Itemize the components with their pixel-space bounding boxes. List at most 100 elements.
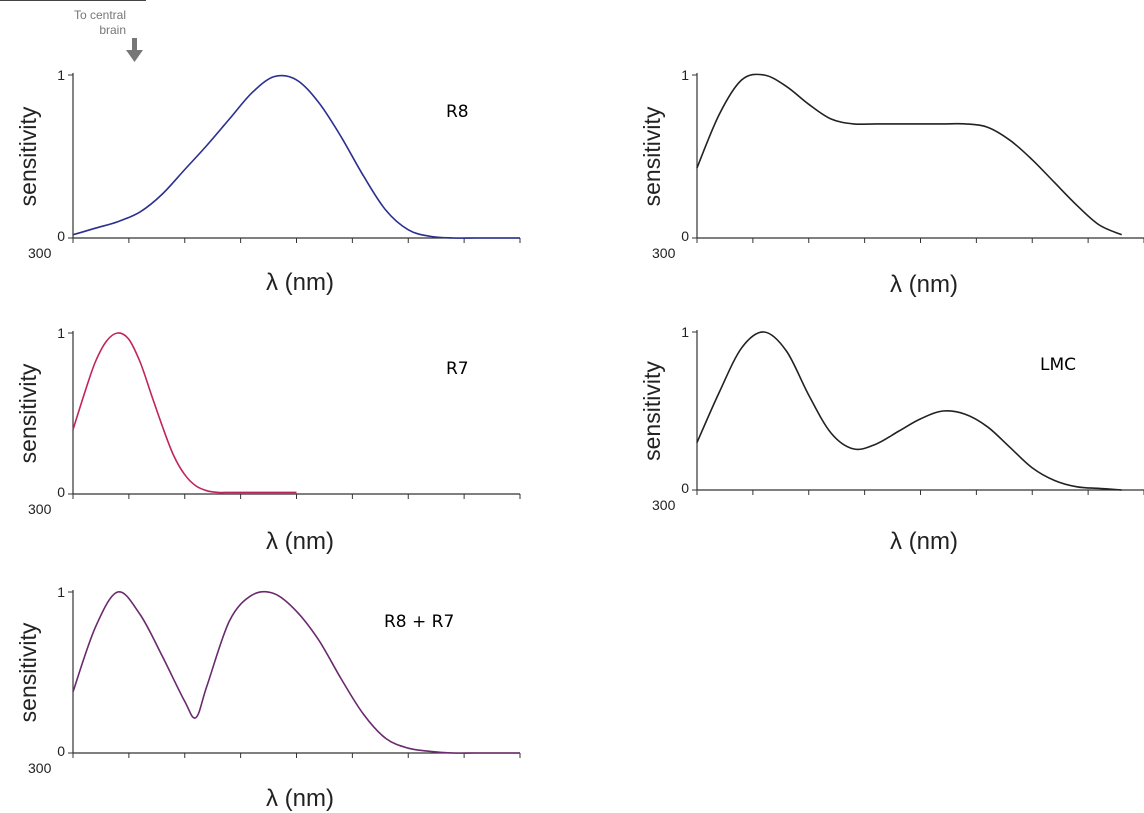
data-point: [274, 593, 275, 594]
data-point: [987, 127, 988, 128]
data-point: [318, 102, 319, 103]
data-point: [898, 123, 899, 124]
data-point: [430, 751, 431, 752]
data-point: [72, 429, 73, 430]
x-tick-label: 300: [28, 245, 52, 261]
data-point: [741, 79, 742, 80]
data-point: [1099, 224, 1100, 225]
y-axis-title: sensitivity: [15, 622, 41, 722]
data-point: [363, 714, 364, 715]
data-point: [72, 691, 73, 692]
data-point: [296, 79, 297, 80]
data-point: [184, 474, 185, 475]
y-axis-title: sensitivity: [15, 106, 41, 206]
data-point: [853, 448, 854, 449]
panel-label: R8 + R7: [384, 612, 454, 632]
series-line-1: [697, 74, 1122, 234]
data-point: [475, 752, 476, 753]
data-point: [140, 614, 141, 615]
data-point: [497, 237, 498, 238]
x-axis-title: λ (nm): [890, 528, 958, 555]
data-point: [162, 656, 163, 657]
y-tick-label-0: 0: [681, 228, 689, 244]
data-point: [229, 492, 230, 493]
chart-panel-2: 1 0 300 sensitivity λ (nm) R7: [15, 325, 520, 555]
data-point: [875, 123, 876, 124]
data-point: [72, 234, 73, 235]
data-point: [385, 210, 386, 211]
data-point: [341, 678, 342, 679]
data-point: [229, 620, 230, 621]
data-point: [385, 738, 386, 739]
data-point: [430, 236, 431, 237]
data-point: [251, 492, 252, 493]
data-point: [1054, 182, 1055, 183]
data-point: [831, 118, 832, 119]
data-point: [987, 426, 988, 427]
data-point: [808, 104, 809, 105]
x-tick-label: 300: [28, 760, 52, 776]
data-point: [497, 752, 498, 753]
x-axis-title: λ (nm): [890, 271, 958, 298]
y-axis-title: sensitivity: [639, 106, 665, 206]
y-tick-label-1: 1: [681, 324, 689, 340]
data-point: [831, 433, 832, 434]
data-point: [408, 748, 409, 749]
panel-label: R7: [446, 359, 469, 379]
y-axis-title: sensitivity: [639, 361, 665, 461]
data-point: [452, 237, 453, 238]
y-axis-title: sensitivity: [15, 363, 41, 463]
data-point: [296, 492, 297, 493]
data-point: [251, 595, 252, 596]
panel-label: R8: [446, 102, 469, 122]
data-point: [875, 444, 876, 445]
data-point: [162, 193, 163, 194]
data-point: [184, 169, 185, 170]
data-point: [1076, 205, 1077, 206]
y-tick-label-1: 1: [57, 325, 65, 341]
data-point: [920, 418, 921, 419]
x-tick-label: 300: [652, 497, 676, 513]
data-point: [1121, 234, 1122, 235]
data-point: [1032, 159, 1033, 160]
data-point: [95, 228, 96, 229]
chart-panel-5: 1 0 300 sensitivity λ (nm) LMC: [639, 324, 1144, 555]
data-point: [207, 490, 208, 491]
data-point: [140, 361, 141, 362]
panel-label: LMC: [1040, 355, 1076, 375]
data-point: [95, 627, 96, 628]
data-point: [184, 701, 185, 702]
data-point: [207, 145, 208, 146]
data-point: [408, 229, 409, 230]
y-tick-label-1: 1: [57, 67, 65, 83]
data-point: [1032, 467, 1033, 468]
data-point: [786, 350, 787, 351]
data-point: [117, 591, 118, 592]
data-point: [786, 86, 787, 87]
data-point: [719, 114, 720, 115]
data-point: [898, 431, 899, 432]
data-point: [274, 76, 275, 77]
chart-panel-4: 1 0 300 sensitivity λ (nm): [639, 67, 1144, 298]
data-point: [173, 455, 174, 456]
data-point: [452, 752, 453, 753]
data-point: [965, 123, 966, 124]
data-point: [719, 391, 720, 392]
data-point: [296, 611, 297, 612]
y-tick-label-0: 0: [57, 228, 65, 244]
data-point: [218, 492, 219, 493]
data-point: [1099, 488, 1100, 489]
data-point: [696, 167, 697, 168]
data-point: [151, 394, 152, 395]
data-point: [519, 752, 520, 753]
data-point: [195, 485, 196, 486]
data-point: [195, 717, 196, 718]
x-tick-label: 300: [28, 501, 52, 517]
data-point: [763, 74, 764, 75]
x-axis-title: λ (nm): [266, 269, 334, 296]
data-point: [1076, 486, 1077, 487]
data-point: [274, 492, 275, 493]
data-point: [84, 394, 85, 395]
chart-panel-1: 1 0 300 sensitivity λ (nm) R8: [15, 67, 521, 296]
